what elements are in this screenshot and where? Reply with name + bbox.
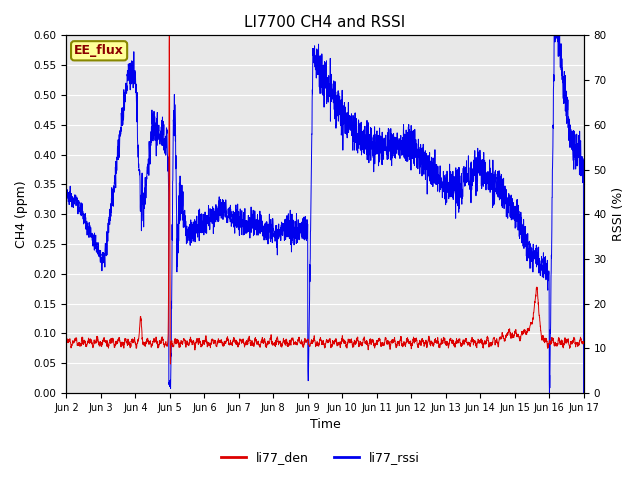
Y-axis label: CH4 (ppm): CH4 (ppm) bbox=[15, 180, 28, 248]
X-axis label: Time: Time bbox=[310, 419, 340, 432]
Y-axis label: RSSI (%): RSSI (%) bbox=[612, 187, 625, 241]
Legend: li77_den, li77_rssi: li77_den, li77_rssi bbox=[216, 446, 424, 469]
Title: LI7700 CH4 and RSSI: LI7700 CH4 and RSSI bbox=[244, 15, 406, 30]
Text: EE_flux: EE_flux bbox=[74, 44, 124, 57]
